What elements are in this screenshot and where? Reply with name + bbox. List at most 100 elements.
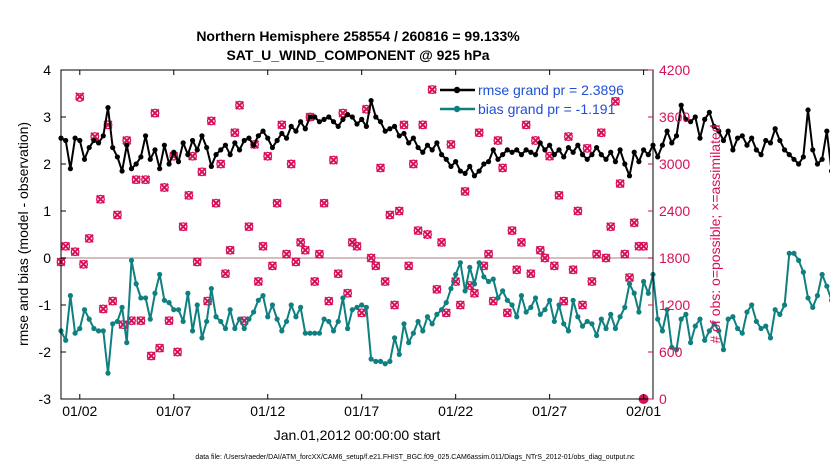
obs-possible-marker (432, 284, 442, 294)
x-axis-ticks: 01/02 01/07 01/12 01/17 01/22 01/27 02/01 (62, 70, 661, 419)
obs-possible-marker (526, 269, 536, 279)
bias-point (711, 321, 717, 327)
bias-point (636, 309, 642, 315)
bias-point (551, 318, 557, 325)
bias-point (678, 316, 684, 322)
bias-point (509, 302, 515, 308)
bias-point (180, 318, 186, 325)
bias-point (415, 318, 421, 325)
bias-point (429, 321, 435, 327)
rmse-point (255, 133, 261, 139)
bias-point (532, 295, 539, 301)
rmse-point (542, 147, 548, 153)
rmse-point (763, 137, 769, 144)
obs-possible-marker (184, 190, 194, 200)
obs-assimilated-marker (178, 222, 188, 232)
rmse-point (716, 128, 722, 134)
rmse-point (241, 137, 247, 144)
obs-possible-marker (150, 108, 160, 118)
obs-assimilated-marker (122, 135, 132, 146)
rmse-point (659, 142, 665, 148)
bias-point (716, 328, 722, 334)
rmse-point (655, 154, 661, 160)
obs-assimilated-marker (173, 347, 183, 357)
obs-assimilated-marker (112, 210, 122, 220)
obs-assimilated-marker (141, 175, 151, 185)
y-tick-label: 4 (43, 62, 51, 78)
obs-possible-marker (441, 308, 451, 318)
obs-possible-marker (460, 186, 470, 196)
rmse-point (598, 152, 604, 158)
bias-point (100, 328, 106, 334)
rmse-point (730, 147, 736, 153)
bias-point (697, 316, 703, 322)
bias-point (283, 318, 290, 325)
rmse-point (800, 154, 806, 160)
obs-assimilated-marker (84, 233, 94, 243)
obs-possible-marker (263, 151, 273, 161)
rmse-point (91, 137, 97, 144)
bias-point (77, 325, 83, 332)
bias-point (631, 290, 637, 296)
obs-possible-marker (455, 300, 465, 310)
rmse-point (678, 102, 684, 108)
rmse-point (377, 119, 384, 125)
bias-point (800, 269, 806, 275)
obs-assimilated-marker (446, 139, 456, 149)
rmse-point (669, 140, 675, 146)
obs-possible-marker (291, 257, 301, 267)
legend: rmse grand pr = 2.3896 bias grand pr = -… (440, 82, 624, 117)
rmse-point (603, 156, 609, 162)
obs-assimilated-marker (390, 300, 400, 310)
bias-point (453, 271, 459, 278)
rmse-point (697, 135, 703, 141)
obs-assimilated-marker (549, 261, 559, 271)
obs-possible-marker (582, 143, 592, 153)
rmse-point (81, 156, 88, 162)
obs-possible-marker (413, 226, 423, 236)
obs-assimilated-marker (404, 261, 414, 271)
bias-point (824, 283, 830, 289)
rmse-point (509, 149, 515, 155)
bias-point (791, 250, 797, 256)
rmse-point (796, 161, 802, 167)
obs-possible-marker (173, 347, 182, 357)
bias-point (687, 340, 694, 346)
obs-assimilated-marker (70, 247, 80, 257)
obs-possible-marker (502, 308, 512, 318)
bias-point (598, 316, 604, 322)
rmse-point (246, 135, 252, 141)
obs-assimilated-marker (437, 237, 447, 247)
obs-possible-marker (155, 343, 165, 353)
obs-assimilated-marker (639, 241, 649, 251)
rmse-point (537, 140, 543, 146)
rmse-point (758, 152, 764, 158)
x-tick-label: 02/01 (626, 403, 661, 419)
rmse-point (824, 128, 830, 134)
bias-point (584, 318, 590, 325)
bias-point (330, 328, 337, 334)
bias-point (589, 321, 595, 327)
obs-possible-marker (253, 277, 263, 286)
rmse-point (175, 159, 182, 165)
obs-assimilated-marker (418, 120, 428, 130)
legend-bias-label: bias grand pr = -1.191 (478, 101, 616, 117)
legend-bias-marker (453, 105, 461, 113)
obs-possible-marker (235, 100, 244, 110)
bias-point (523, 309, 529, 315)
rmse-point (95, 140, 102, 146)
obs-possible-marker (136, 316, 146, 326)
obs-possible-marker (390, 300, 400, 310)
bias-point (448, 285, 454, 292)
obs-possible-marker (211, 198, 221, 208)
rmse-point (500, 152, 506, 158)
obs-assimilated-marker (563, 132, 573, 142)
rmse-point (161, 142, 167, 148)
rmse-point (345, 112, 351, 118)
obs-possible-marker (70, 247, 80, 257)
bias-point (659, 328, 665, 334)
obs-possible-marker (178, 222, 188, 232)
bias-point (316, 330, 323, 336)
rmse-point (274, 137, 280, 144)
obs-assimilated-marker (615, 179, 625, 189)
